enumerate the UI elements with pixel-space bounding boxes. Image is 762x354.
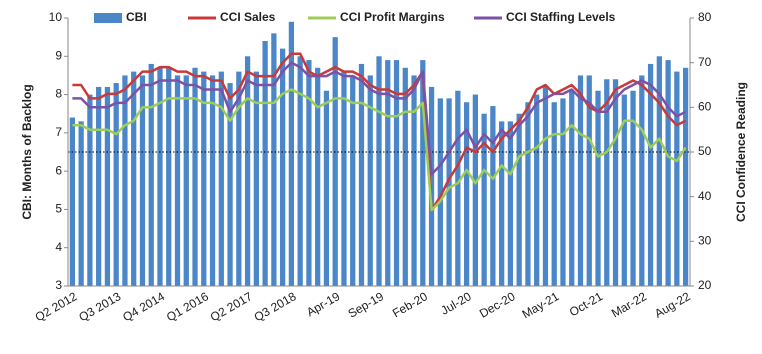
bar [306, 60, 312, 286]
bar [595, 90, 601, 286]
bar [604, 79, 610, 286]
y2-tick-label: 70 [698, 55, 712, 69]
bar [376, 56, 382, 287]
legend-label: CCI Staffing Levels [506, 10, 616, 24]
bar [253, 71, 259, 286]
bar [350, 75, 356, 286]
bar [569, 90, 575, 286]
y-tick-label: 6 [55, 163, 62, 177]
bar [315, 67, 321, 287]
bar [280, 48, 286, 286]
bar [139, 75, 146, 286]
y-tick-label: 9 [55, 48, 62, 62]
bar [665, 60, 671, 286]
bar [236, 71, 242, 286]
bar [271, 33, 277, 286]
bar [262, 40, 268, 286]
y2-tick-label: 40 [698, 189, 712, 203]
bar [472, 94, 478, 286]
bar [577, 75, 584, 286]
bar [218, 71, 224, 286]
y2-tick-label: 30 [698, 234, 712, 248]
bar [244, 56, 251, 287]
y2-tick-label: 60 [698, 100, 712, 114]
bar [411, 75, 417, 286]
bar [612, 79, 619, 286]
y2-tick-label: 50 [698, 144, 712, 158]
bar [87, 94, 93, 286]
bar [113, 83, 119, 286]
legend-label: CCI Sales [220, 10, 276, 24]
bar [463, 102, 470, 286]
bar [96, 86, 102, 287]
y2-tick-label: 80 [698, 10, 712, 24]
bar [534, 94, 540, 286]
bar [682, 67, 689, 287]
bar [201, 71, 207, 286]
bar [192, 67, 198, 287]
bar [621, 94, 627, 286]
bar [420, 60, 426, 286]
bar [323, 90, 330, 286]
bar [209, 75, 216, 286]
bar [341, 71, 347, 286]
y2-tick-label: 20 [698, 278, 712, 292]
line [72, 88, 687, 212]
bar [122, 75, 128, 286]
y-tick-label: 8 [55, 87, 62, 101]
bar [393, 60, 400, 286]
bar [104, 86, 111, 287]
bar [78, 121, 84, 286]
bar [656, 56, 662, 287]
bar [428, 86, 435, 287]
bar [358, 63, 365, 286]
y-tick-label: 3 [55, 278, 62, 292]
bar [639, 75, 645, 286]
bar [455, 90, 461, 286]
bar [525, 102, 531, 286]
bar [367, 75, 373, 286]
bar [332, 37, 338, 287]
bar [586, 75, 592, 286]
bar [499, 121, 505, 286]
bar [166, 67, 172, 287]
bar [551, 102, 557, 286]
bar [446, 98, 452, 287]
bar [437, 98, 443, 287]
y-tick-label: 10 [49, 10, 63, 24]
bar [385, 60, 391, 286]
bar [516, 113, 522, 286]
bar [157, 67, 163, 287]
bar [288, 21, 295, 286]
bar [227, 83, 233, 286]
y2-axis-title: CCI Confidence Reading [734, 82, 748, 222]
bar [647, 63, 654, 286]
line [72, 61, 687, 176]
bar [674, 71, 680, 286]
bar [490, 106, 496, 286]
y-axis-title: CBI: Months of Backlog [20, 84, 34, 219]
bar [131, 71, 137, 286]
bar [481, 113, 487, 286]
legend-swatch [94, 13, 122, 23]
y-tick-label: 5 [55, 202, 62, 216]
bar [69, 117, 76, 287]
bar [630, 90, 636, 286]
y-tick-label: 4 [55, 240, 62, 254]
bar [402, 67, 408, 287]
y-tick-label: 7 [55, 125, 62, 139]
legend-label: CCI Profit Margins [340, 10, 445, 24]
bar [183, 75, 189, 286]
bar [148, 63, 154, 286]
bar [297, 56, 303, 287]
line [72, 52, 687, 212]
bar [542, 86, 549, 287]
bar [507, 121, 514, 286]
bar [174, 75, 181, 286]
bar [560, 98, 566, 287]
legend-label: CBI [126, 10, 147, 24]
